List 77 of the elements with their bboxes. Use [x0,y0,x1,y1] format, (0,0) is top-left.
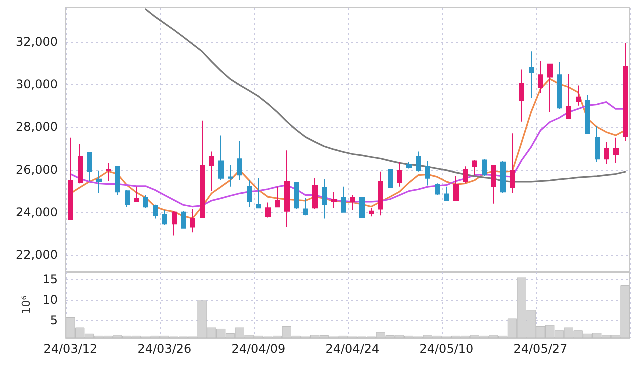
candlestick [350,194,355,211]
y-tick-label: 10 [42,292,58,307]
x-tick-label: 24/05/27 [514,342,568,356]
candlestick [294,182,299,210]
candlestick [585,94,590,134]
candlestick [435,183,440,196]
candlestick [134,186,139,202]
candlestick [190,208,195,234]
x-tick-label: 24/03/26 [138,342,192,356]
candlestick [359,196,365,218]
candlestick [500,160,506,194]
candlestick [444,186,449,202]
candlestick [547,64,553,113]
candlestick [125,190,130,208]
y-axis-title: 10⁶ [20,295,33,314]
candlestick [143,194,148,209]
candlestick [96,170,102,194]
y-tick-label: 24,000 [16,205,58,220]
y-tick-label: 32,000 [16,35,58,50]
candlestick [341,186,346,213]
y-tick-label: 30,000 [16,78,58,92]
candlestick [491,165,496,204]
candlestick [153,204,158,220]
line-series [145,8,626,183]
x-tick-label: 24/05/10 [420,342,474,356]
candlestick [228,165,233,188]
candlestick [256,178,261,209]
candlestick [247,180,252,208]
candlestick [237,140,242,181]
candlestick [416,151,421,172]
candlestick [510,133,515,194]
candlestick [275,186,280,208]
candlestick [557,62,562,110]
candlestick [200,120,205,218]
candlestick [322,178,327,220]
candlestick [604,142,609,165]
candlestick [331,192,337,209]
x-tick-label: 24/04/09 [232,342,286,356]
candlestick [87,152,92,182]
candlestick [425,160,430,186]
candlestick [172,210,177,236]
candlestick [519,69,524,122]
candlestick [595,126,600,163]
candlestick [218,135,224,181]
candlestick [406,162,412,170]
candlestick [106,162,111,182]
candlestick [388,169,393,188]
candlestick [482,158,487,177]
candlestick [68,137,73,220]
candlestick [566,74,571,120]
x-tick-label: 24/04/24 [326,342,380,356]
candlestick [181,210,186,229]
candlestick [472,160,477,176]
candlestick [623,42,628,142]
y-tick-label: 5 [50,313,58,328]
y-tick-label: 22,000 [16,248,58,262]
candlestick [209,151,214,192]
candlestick [463,166,468,184]
x-tick-label: 24/03/12 [44,342,98,356]
candlestick [78,144,83,184]
candlestick [115,166,120,196]
candlestick [162,210,167,226]
candlestick [538,60,543,94]
candlestick [312,178,318,210]
candlestick [303,198,308,216]
candlestick [576,85,581,106]
candlestick [529,51,534,99]
candlestick [284,150,290,228]
y-tick-label: 28,000 [16,120,58,134]
candlestick [613,137,619,164]
candlestick [378,171,383,216]
y-tick-label: 15 [42,272,58,286]
candlestick [453,176,459,202]
candlestick [265,202,271,218]
candlestick [369,208,374,218]
y-tick-label: 26,000 [16,162,58,177]
candlestick [397,162,402,188]
